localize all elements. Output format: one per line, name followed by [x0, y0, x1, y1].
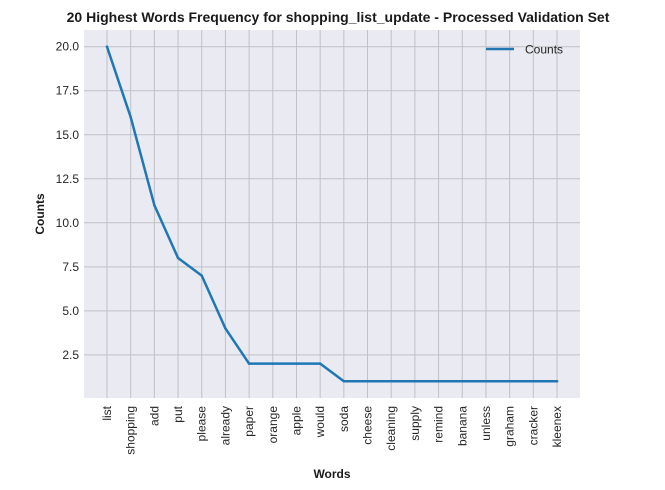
data-point: [200, 274, 203, 277]
x-tick-label: graham: [503, 406, 517, 447]
y-gridlines: [84, 46, 580, 356]
y-tick-label: 12.5: [56, 172, 80, 186]
data-point: [318, 362, 322, 365]
y-tick-label: 17.5: [56, 84, 80, 98]
x-tick-label: banana: [455, 406, 469, 446]
x-tick-label: add: [147, 406, 161, 426]
data-point: [461, 380, 464, 383]
data-point: [129, 115, 132, 119]
x-tick-label: put: [171, 405, 185, 422]
data-point: [508, 380, 511, 383]
y-tick-label: 5.0: [62, 304, 79, 318]
x-tick-label: already: [218, 406, 232, 445]
data-point: [224, 327, 227, 330]
data-point: [437, 380, 440, 383]
y-tick-labels: 2.5 5.0 7.5 10.0 12.5 15.0 17.5 20.0: [56, 40, 80, 362]
data-point: [105, 45, 109, 48]
x-tick-label: would: [313, 406, 327, 438]
y-tick-label: 10.0: [56, 216, 80, 230]
series-layer: [105, 45, 559, 383]
x-tick-label: cleaning: [384, 406, 398, 451]
x-gridlines: [106, 30, 558, 398]
x-tick-label: cheese: [361, 406, 375, 445]
x-tick-label: kleenex: [550, 406, 564, 447]
x-tick-label: remind: [432, 406, 446, 443]
series-line-counts: [105, 45, 559, 383]
x-tick-label: apple: [289, 406, 303, 436]
y-tick-label: 15.0: [56, 128, 80, 142]
x-tick-label: unless: [479, 406, 493, 441]
data-point: [413, 380, 417, 383]
data-point: [295, 362, 298, 365]
data-point: [555, 380, 559, 383]
data-point: [366, 380, 369, 383]
y-axis-label: Counts: [33, 193, 47, 235]
legend: Counts: [486, 43, 563, 57]
x-tick-label: shopping: [124, 406, 138, 455]
x-tick-labels: list shopping add put please already paper oran…: [100, 405, 564, 454]
x-axis-label: Words: [313, 467, 350, 481]
data-point: [342, 380, 346, 383]
x-tick-label: please: [195, 406, 209, 442]
data-point: [176, 256, 180, 260]
data-point: [532, 380, 535, 383]
x-tick-label: paper: [242, 406, 256, 437]
plot-area: [84, 30, 580, 398]
data-point: [484, 380, 488, 383]
x-tick-label: list: [100, 405, 114, 420]
data-point: [271, 362, 275, 365]
x-tick-label: cracker: [526, 406, 540, 445]
y-tick-label: 7.5: [62, 260, 79, 274]
x-tick-label: supply: [408, 406, 422, 441]
y-tick-label: 20.0: [56, 40, 80, 54]
data-point: [153, 203, 156, 207]
legend-label-counts: Counts: [525, 43, 563, 57]
x-tick-label: soda: [337, 406, 351, 432]
chart-title: 20 Highest Words Frequency for shopping_…: [67, 9, 610, 25]
data-point: [389, 380, 393, 383]
data-point: [247, 362, 251, 365]
y-tick-label: 2.5: [62, 348, 79, 362]
x-tick-label: orange: [266, 406, 280, 444]
